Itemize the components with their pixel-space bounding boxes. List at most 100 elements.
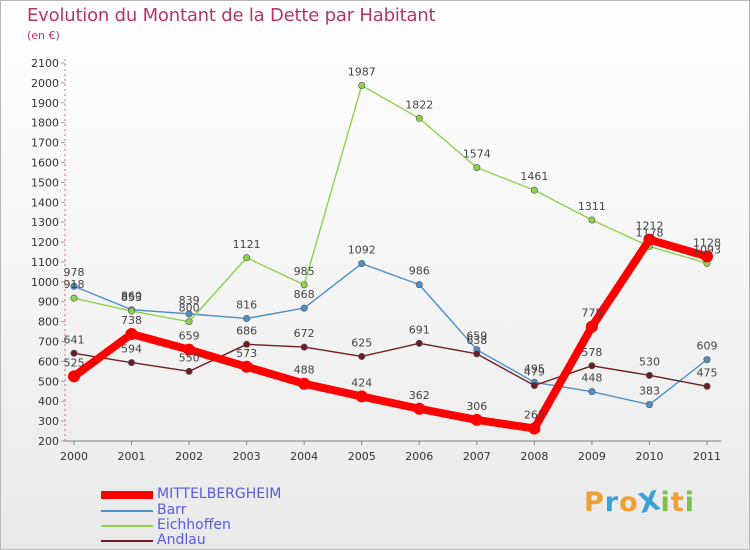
y-tick-label: 1100 bbox=[31, 256, 59, 269]
y-tick-label: 1700 bbox=[31, 137, 59, 150]
x-tick-label: 2002 bbox=[175, 450, 203, 463]
x-tick-label: 2004 bbox=[290, 450, 318, 463]
data-label-andlau: 530 bbox=[639, 355, 660, 368]
logo-letter: i bbox=[684, 487, 695, 518]
data-label-barr: 839 bbox=[179, 294, 200, 307]
data-point-andlau bbox=[415, 339, 423, 347]
axes: 200 300 400 500 600 700 800 900 1000 1100 1200 1300… bbox=[31, 57, 721, 463]
data-label-eichhoffen: 1093 bbox=[693, 243, 721, 256]
y-tick-label: 700 bbox=[38, 336, 59, 349]
data-label-mittelbergheim: 306 bbox=[466, 400, 487, 413]
data-label-andlau: 625 bbox=[351, 336, 372, 349]
data-point-andlau bbox=[473, 350, 481, 358]
y-tick-label: 1200 bbox=[31, 236, 59, 249]
data-label-andlau: 479 bbox=[524, 365, 545, 378]
data-point-mittelbergheim bbox=[298, 377, 311, 390]
data-point-barr bbox=[70, 282, 78, 290]
data-point-andlau bbox=[243, 340, 251, 348]
data-label-eichhoffen: 1121 bbox=[233, 238, 261, 251]
data-point-mittelbergheim bbox=[240, 360, 253, 373]
data-label-andlau: 550 bbox=[179, 351, 200, 364]
series-barr bbox=[70, 260, 711, 409]
data-label-barr: 816 bbox=[236, 298, 257, 311]
x-tick-label: 2000 bbox=[60, 450, 88, 463]
legend-label-andlau: Andlau bbox=[157, 532, 206, 548]
series-line-barr bbox=[73, 262, 708, 406]
data-point-barr bbox=[415, 281, 423, 289]
data-label-mittelbergheim: 263 bbox=[524, 408, 545, 421]
data-label-mittelbergheim: 424 bbox=[351, 376, 372, 389]
data-label-eichhoffen: 1311 bbox=[578, 200, 606, 213]
data-label-barr: 868 bbox=[294, 288, 315, 301]
data-point-eichhoffen bbox=[70, 294, 78, 302]
proxiti-logo: ProXiti bbox=[584, 485, 695, 520]
y-tick-label: 1300 bbox=[31, 216, 59, 229]
data-point-mittelbergheim bbox=[643, 233, 656, 246]
data-label-barr: 659 bbox=[466, 330, 487, 343]
y-tick-label: 1800 bbox=[31, 117, 59, 130]
data-point-barr bbox=[358, 260, 366, 268]
x-tick-label: 2009 bbox=[578, 450, 606, 463]
chart-title: Evolution du Montant de la Dette par Hab… bbox=[27, 5, 436, 26]
data-point-eichhoffen bbox=[415, 114, 423, 122]
data-point-eichhoffen bbox=[185, 318, 193, 326]
data-label-andlau: 641 bbox=[64, 333, 85, 346]
data-point-andlau bbox=[300, 343, 308, 351]
data-point-barr bbox=[185, 310, 193, 318]
y-tick-label: 500 bbox=[38, 375, 59, 388]
y-tick-label: 2100 bbox=[31, 57, 59, 70]
data-point-mittelbergheim bbox=[585, 320, 598, 333]
x-tick-label: 2003 bbox=[233, 450, 261, 463]
data-label-barr: 860 bbox=[121, 290, 142, 303]
data-point-eichhoffen bbox=[128, 307, 136, 315]
data-label-mittelbergheim: 738 bbox=[121, 314, 142, 327]
data-label-eichhoffen: 985 bbox=[294, 265, 315, 278]
series-line-eichhoffen bbox=[73, 84, 708, 323]
logo-letter: r bbox=[604, 487, 620, 518]
data-label-eichhoffen: 1822 bbox=[405, 98, 433, 111]
data-label-andlau: 691 bbox=[409, 323, 430, 336]
y-tick-label: 400 bbox=[38, 395, 59, 408]
data-label-andlau: 638 bbox=[466, 334, 487, 347]
data-point-mittelbergheim bbox=[125, 327, 138, 340]
data-point-mittelbergheim bbox=[355, 390, 368, 403]
chart-subtitle: (en €) bbox=[27, 29, 60, 42]
data-label-eichhoffen: 1461 bbox=[520, 170, 548, 183]
data-label-mittelbergheim: 1212 bbox=[635, 220, 663, 233]
data-label-mittelbergheim: 659 bbox=[179, 330, 200, 343]
y-tick-label: 800 bbox=[38, 316, 59, 329]
data-label-mittelbergheim: 488 bbox=[294, 364, 315, 377]
data-point-andlau bbox=[128, 359, 136, 367]
legend-swatch-barr bbox=[101, 510, 153, 512]
data-label-barr: 495 bbox=[524, 362, 545, 375]
data-point-mittelbergheim bbox=[701, 250, 713, 263]
legend-swatch-mittelbergheim bbox=[101, 491, 153, 499]
y-tick-label: 1400 bbox=[31, 196, 59, 209]
y-tick-label: 300 bbox=[38, 415, 59, 428]
y-tick-label: 1900 bbox=[31, 97, 59, 110]
data-point-andlau bbox=[185, 367, 193, 375]
y-tick-label: 1000 bbox=[31, 276, 59, 289]
logo-letter: t bbox=[670, 487, 685, 518]
data-label-andlau: 594 bbox=[121, 343, 142, 356]
x-tick-label: 2007 bbox=[463, 450, 491, 463]
data-point-eichhoffen bbox=[358, 81, 366, 89]
data-point-andlau bbox=[703, 382, 711, 390]
data-label-eichhoffen: 800 bbox=[179, 302, 200, 315]
data-point-mittelbergheim bbox=[183, 343, 196, 356]
data-point-barr bbox=[243, 314, 251, 322]
data-point-mittelbergheim bbox=[68, 370, 80, 383]
data-label-mittelbergheim: 525 bbox=[64, 356, 85, 369]
data-label-andlau: 475 bbox=[697, 366, 718, 379]
data-label-eichhoffen: 1178 bbox=[635, 226, 663, 239]
data-label-mittelbergheim: 775 bbox=[581, 307, 602, 320]
y-tick-label: 2000 bbox=[31, 77, 59, 90]
data-label-andlau: 686 bbox=[236, 324, 257, 337]
x-tick-label: 2005 bbox=[348, 450, 376, 463]
legend-label-barr: Barr bbox=[157, 502, 187, 518]
data-label-mittelbergheim: 362 bbox=[409, 389, 430, 402]
logo-letter: P bbox=[584, 487, 605, 518]
data-label-eichhoffen: 1574 bbox=[463, 148, 491, 161]
legend-item-eichhoffen: Eichhoffen bbox=[101, 517, 361, 533]
